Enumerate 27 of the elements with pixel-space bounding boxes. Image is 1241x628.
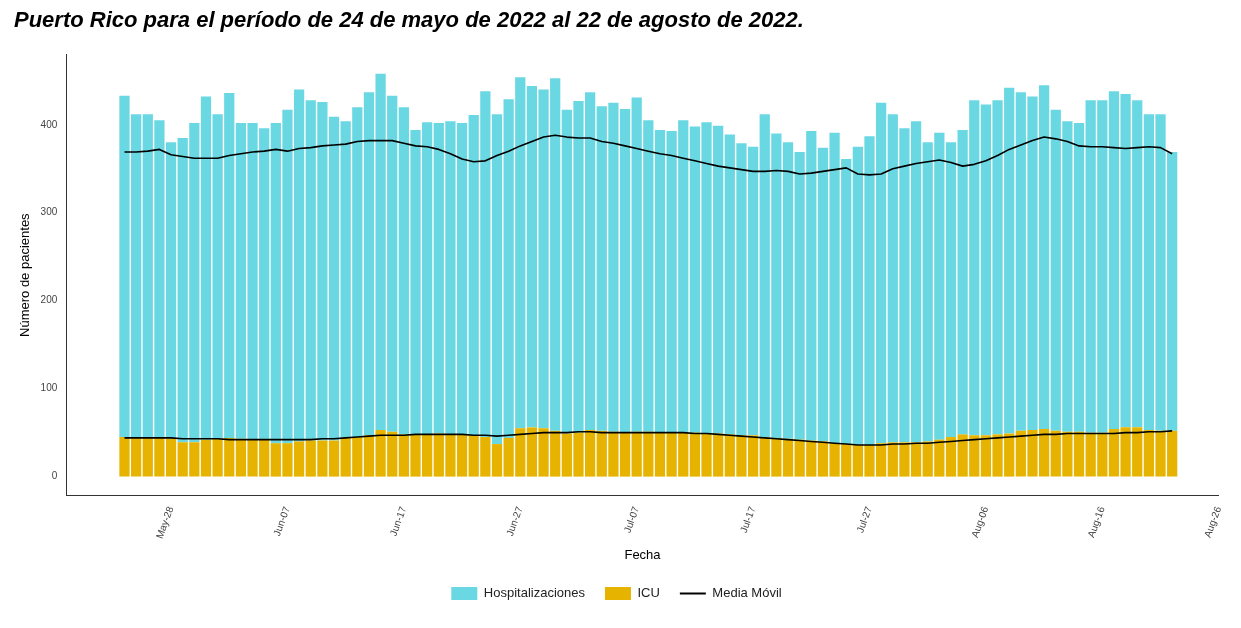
y-tick-label: 200 — [40, 294, 58, 306]
x-tick-label: Jul-27 — [854, 504, 875, 535]
bar — [782, 438, 794, 477]
y-axis-title: Número de pacientes — [17, 212, 33, 337]
x-tick-label: Jun-07 — [271, 504, 293, 538]
bar — [945, 437, 957, 477]
x-tick-label: Jul-07 — [621, 504, 642, 535]
y-tick-label: 400 — [40, 118, 58, 130]
y-tick-label: 0 — [51, 470, 58, 482]
legend-label: Hospitalizaciones — [483, 585, 586, 601]
x-tick-label: Jun-27 — [503, 504, 525, 538]
bar — [491, 114, 503, 445]
x-tick-label: Aug-26 — [1201, 504, 1224, 539]
legend-label: Media Móvil — [712, 585, 782, 601]
chart-title: Puerto Rico para el período de 24 de mayo de 2022 al 22 de agosto de 2022. — [14, 7, 804, 33]
y-tick-label: 100 — [40, 382, 58, 394]
bar — [945, 142, 957, 438]
x-tick-label: Jul-17 — [737, 504, 758, 535]
x-tick-label: Jun-17 — [387, 504, 409, 538]
x-tick-label: Aug-06 — [969, 504, 991, 539]
legend-label: ICU — [637, 585, 660, 601]
bar — [782, 142, 794, 439]
x-axis-title: Fecha — [624, 546, 662, 562]
bar — [491, 444, 503, 477]
y-tick-label: 300 — [40, 206, 58, 218]
x-tick-label: Aug-16 — [1085, 504, 1107, 539]
x-tick-label: May-28 — [153, 504, 176, 540]
